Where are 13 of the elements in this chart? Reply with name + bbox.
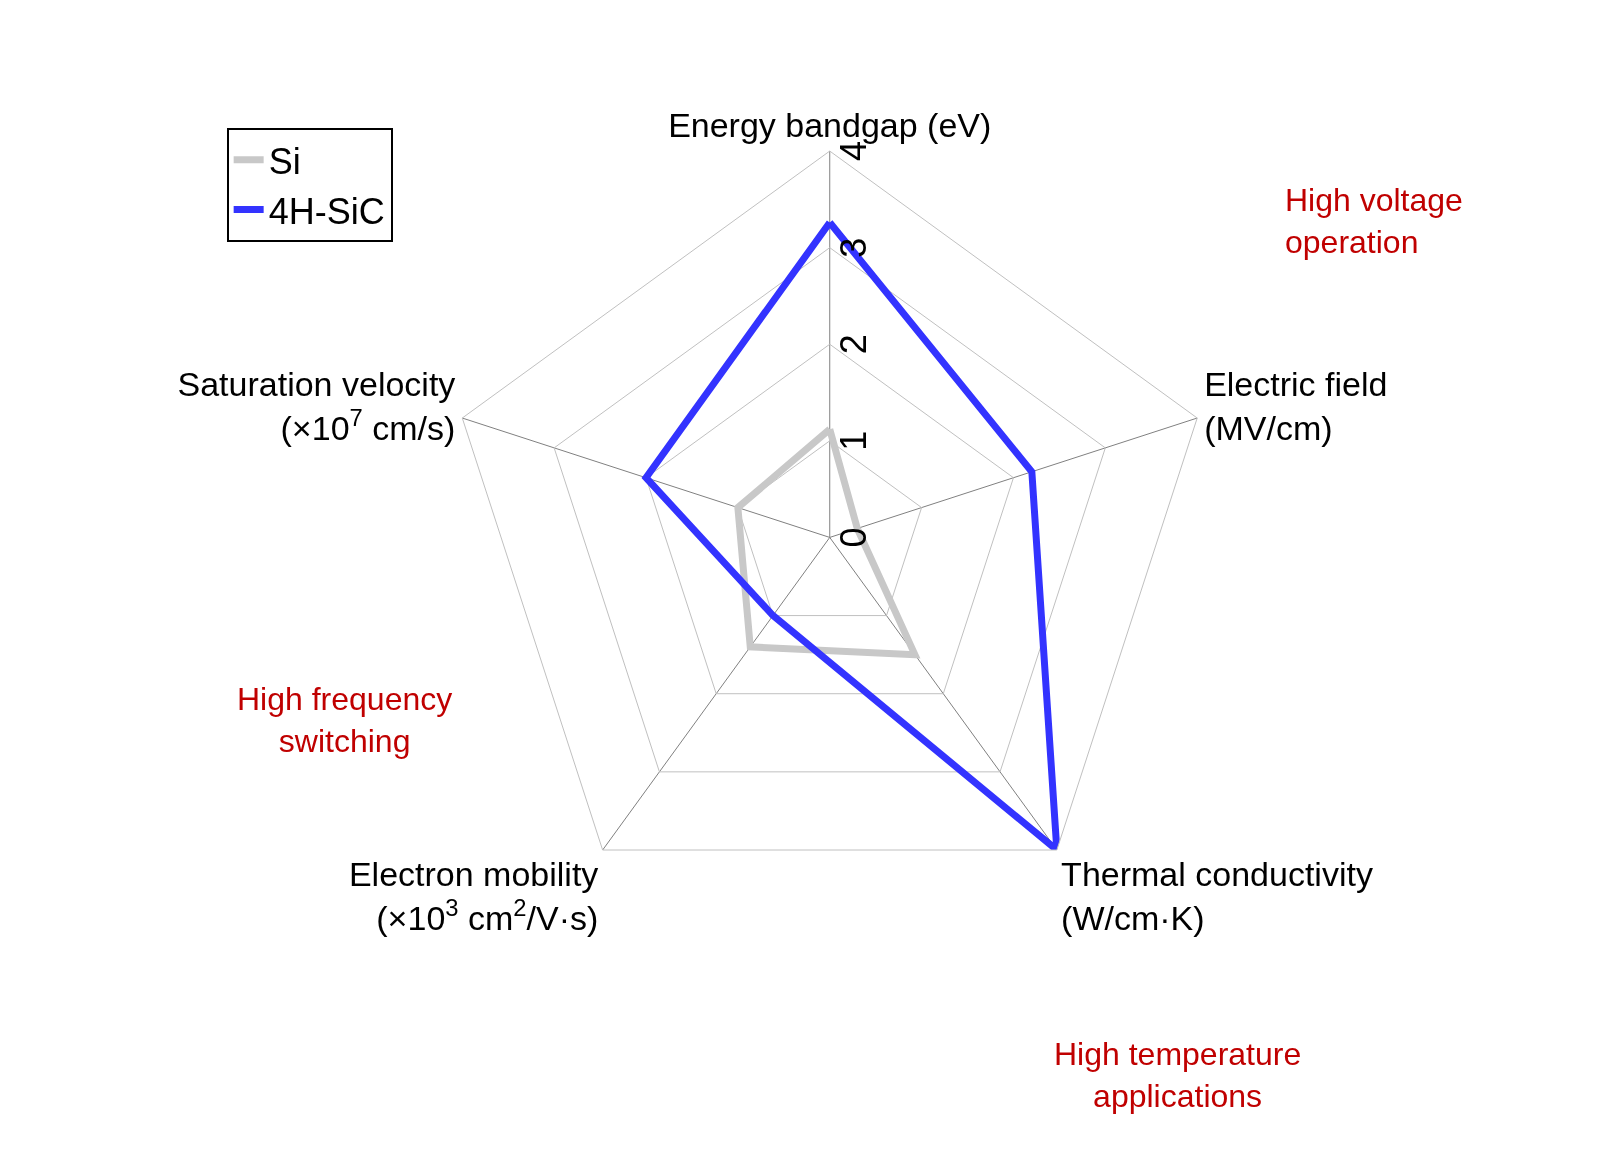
spoke-label: Thermal conductivity (W/cm·K) — [1061, 855, 1373, 938]
text: High frequency switching — [237, 681, 453, 759]
spoke-label: Saturation velocity (×10$^{7}$ cm/s) — [177, 365, 456, 448]
y-tick-label: 2 — [833, 334, 875, 355]
spoke-label: Electron mobility (×10$^{3}$ cm$^{2}$/V·s) — [348, 855, 599, 938]
legend-label: 4H-SiC — [268, 190, 385, 232]
legend-label: Si — [268, 140, 301, 182]
y-tick-label: 0 — [833, 527, 875, 548]
y-tick-label: 3 — [833, 237, 875, 258]
spoke-label: Electric field (MV/cm) — [1204, 365, 1388, 448]
y-tick-label: 1 — [833, 430, 875, 451]
text: High temperature applications — [1054, 1036, 1302, 1114]
text: High voltage operation — [1285, 182, 1463, 260]
